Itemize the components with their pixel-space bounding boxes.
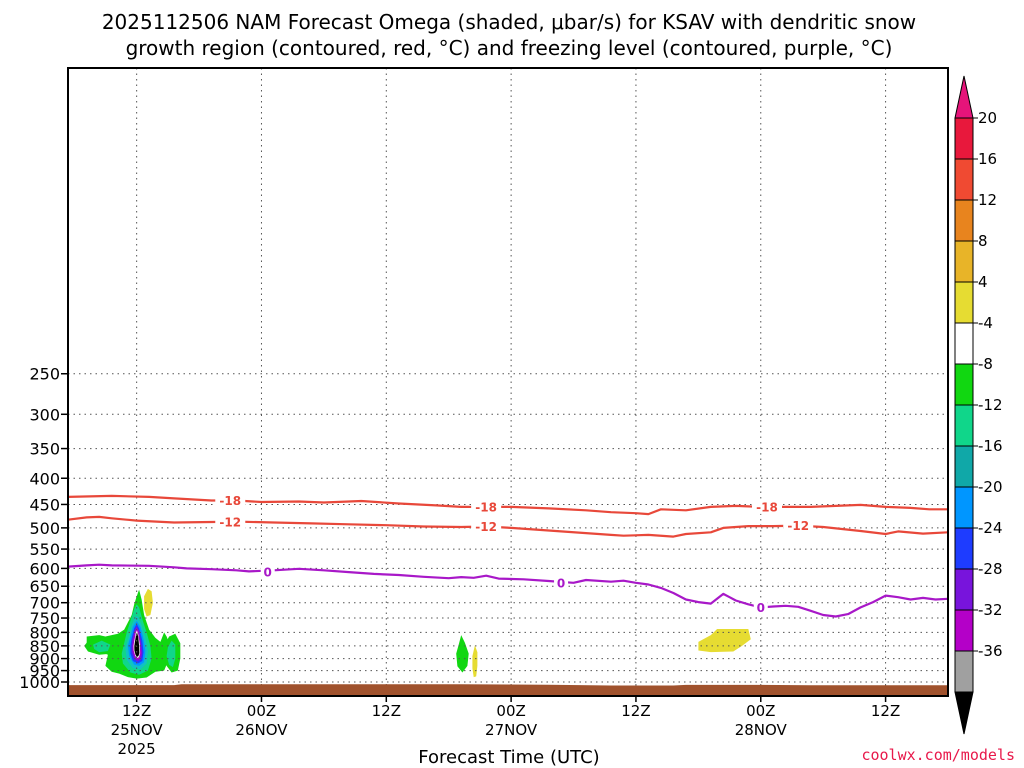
contour-label-bg — [471, 499, 502, 514]
surface — [68, 684, 948, 696]
contour-label: -18 — [219, 494, 241, 508]
x-tick-label: 12Z — [621, 702, 650, 720]
colorbar-label: -4 — [978, 314, 993, 332]
contour-label-bg — [260, 565, 275, 580]
y-tick-label: 850 — [29, 637, 60, 656]
y-tick-label: 450 — [29, 495, 60, 514]
y-axis: 2503003504004505005506006507007508008509… — [19, 365, 68, 692]
colorbar-label: -8 — [978, 355, 993, 373]
colorbar-label: -24 — [978, 519, 1003, 537]
colorbar-swatch — [954, 527, 974, 570]
contour-lines: -18 -18 -18 -12 -12 -12 0 0 0 — [67, 493, 949, 618]
omega-ascent-small — [456, 635, 469, 673]
x-tick-label: 00Z — [496, 702, 525, 720]
x-tick-date: 26NOV — [235, 721, 288, 739]
y-tick-label: 300 — [29, 405, 60, 424]
colorbar-swatch — [954, 363, 974, 406]
colorbar-label: 8 — [978, 232, 988, 250]
contour-label: -18 — [756, 500, 778, 514]
contour-label-bg — [215, 515, 246, 530]
y-tick-label: 550 — [29, 540, 60, 559]
colorbar-label: -12 — [978, 396, 1003, 414]
y-tick-label: 350 — [29, 440, 60, 459]
y-tick-label: 650 — [29, 577, 60, 596]
y-tick-label: 250 — [29, 365, 60, 384]
contour-label-bg — [471, 519, 502, 534]
x-tick-label: 12Z — [122, 702, 151, 720]
y-tick-label: 950 — [29, 662, 60, 681]
terrain — [68, 684, 948, 696]
colorbar-label: 16 — [978, 150, 997, 168]
colorbar: 20 16 12 8 4 -4 -8 -12 -16 -20 -24 -28 -32 -36 — [954, 75, 1003, 735]
x-tick-label: 12Z — [871, 702, 900, 720]
colorbar-swatch — [954, 240, 974, 283]
colorbar-swatch — [954, 650, 974, 693]
colorbar-label: 12 — [978, 191, 997, 209]
x-tick-year: 2025 — [118, 740, 156, 758]
colorbar-label: -28 — [978, 560, 1003, 578]
contour-label-bg — [783, 518, 814, 533]
contour-label: 0 — [757, 601, 765, 615]
contour-line — [67, 494, 948, 516]
colorbar-swatch — [954, 445, 974, 488]
contour-label-bg — [753, 600, 768, 615]
colorbar-top-arrow — [954, 75, 974, 119]
chart-title-line-2: growth region (contoured, red, °C) and f… — [126, 36, 893, 60]
y-tick-label: 600 — [29, 559, 60, 578]
y-tick-label: 500 — [29, 519, 60, 538]
colorbar-label: -16 — [978, 437, 1003, 455]
y-tick-label: 700 — [29, 594, 60, 613]
contour-label-bg — [752, 499, 783, 514]
colorbar-swatch — [954, 117, 974, 160]
colorbar-swatch — [954, 199, 974, 242]
contour-line — [67, 515, 949, 538]
contour-label: 0 — [557, 576, 565, 590]
plot-frame — [67, 67, 949, 697]
colorbar-label: -32 — [978, 601, 1003, 619]
colorbar-swatch — [954, 158, 974, 201]
contour-label: 0 — [264, 566, 272, 580]
contour-line — [67, 563, 949, 618]
contour-label-bg — [215, 493, 246, 508]
contour-label: -12 — [475, 520, 497, 534]
omega-sink-2 — [472, 645, 478, 678]
x-tick-date: 27NOV — [485, 721, 538, 739]
omega-core — [134, 632, 140, 657]
y-tick-label: 1000 — [19, 673, 60, 692]
colorbar-swatch — [954, 486, 974, 529]
colorbar-swatch — [954, 404, 974, 447]
x-tick-label: 00Z — [746, 702, 775, 720]
y-tick-label: 750 — [29, 609, 60, 628]
colorbar-label: 4 — [978, 273, 988, 291]
x-tick-date: 25NOV — [111, 721, 164, 739]
grid — [68, 68, 948, 696]
watermark: coolwx.com/models — [861, 746, 1015, 764]
omega-left-lobe-inner — [93, 640, 111, 653]
y-tick-label: 900 — [29, 650, 60, 669]
colorbar-label: -36 — [978, 642, 1003, 660]
y-tick-label: 400 — [29, 469, 60, 488]
chart-title-line-1: 2025112506 NAM Forecast Omega (shaded, μ… — [102, 10, 916, 34]
omega-sink-1 — [144, 588, 153, 617]
colorbar-label: 20 — [978, 109, 997, 127]
x-tick-label: 12Z — [372, 702, 401, 720]
omega-right-lobe-inner — [166, 640, 176, 668]
colorbar-swatch — [954, 609, 974, 652]
y-tick-label: 800 — [29, 623, 60, 642]
colorbar-label: -20 — [978, 478, 1003, 496]
contour-label-bg — [554, 575, 569, 590]
x-tick-label: 00Z — [247, 702, 276, 720]
colorbar-bottom-arrow — [954, 691, 974, 735]
colorbar-swatch — [954, 281, 974, 324]
contour-label: -18 — [475, 500, 497, 514]
contour-label: -12 — [787, 519, 809, 533]
contour-label: -12 — [219, 516, 241, 530]
colorbar-swatch — [954, 322, 974, 365]
colorbar-swatch — [954, 568, 974, 611]
x-tick-date: 28NOV — [735, 721, 788, 739]
x-axis-label: Forecast Time (UTC) — [418, 747, 599, 768]
